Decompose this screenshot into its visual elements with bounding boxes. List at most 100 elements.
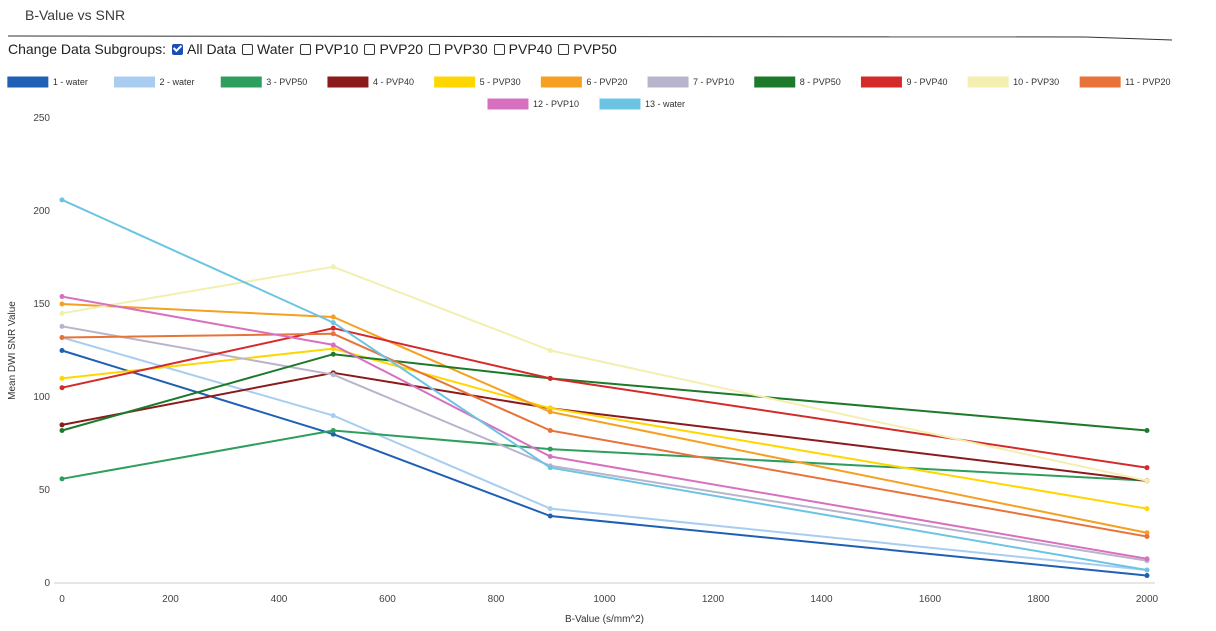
chart-title: B-Value vs SNR — [25, 7, 126, 23]
legend-swatch — [7, 76, 49, 88]
data-point[interactable] — [330, 264, 336, 270]
data-point[interactable] — [59, 310, 65, 316]
legend-item-9[interactable]: 9 - PVP40 — [860, 76, 947, 88]
x-tick-label: 1400 — [810, 594, 833, 605]
chart-axes: 0 200 400 600 800 1000 1200 1400 1600 1800 2000 0 50… — [7, 113, 1159, 625]
data-point[interactable] — [547, 427, 553, 433]
x-axis-title: B-Value (s/mm^2) — [565, 614, 644, 625]
checkbox-label: PVP10 — [314, 41, 359, 57]
subgroup-option-pvp40[interactable]: PVP40 — [493, 41, 553, 57]
subgroup-option-water[interactable]: Water — [242, 41, 294, 57]
data-point[interactable] — [547, 513, 553, 519]
data-point[interactable] — [330, 320, 336, 326]
subgroup-option-pvp50[interactable]: PVP50 — [558, 41, 617, 57]
data-point[interactable] — [59, 427, 65, 433]
data-point[interactable] — [59, 422, 65, 428]
checkbox-label: PVP40 — [508, 41, 553, 57]
series-line — [61, 336, 1148, 571]
data-point[interactable] — [547, 454, 553, 460]
legend-item-1[interactable]: 1 - water — [7, 76, 88, 88]
legend-item-2[interactable]: 2 - water — [114, 76, 195, 88]
data-point[interactable] — [1144, 530, 1150, 536]
checkbox[interactable] — [493, 43, 505, 55]
data-point[interactable] — [1144, 465, 1150, 471]
data-point[interactable] — [547, 405, 553, 411]
y-tick-label: 200 — [33, 206, 50, 217]
legend-item-12[interactable]: 12 - PVP10 — [487, 98, 579, 110]
subgroup-option-pvp10[interactable]: PVP10 — [299, 41, 359, 57]
data-point[interactable] — [547, 465, 553, 471]
data-point[interactable] — [547, 446, 553, 452]
data-point[interactable] — [330, 372, 336, 378]
legend-swatch — [327, 76, 369, 88]
legend-item-10[interactable]: 10 - PVP30 — [967, 76, 1059, 88]
data-point[interactable] — [547, 506, 553, 512]
legend-label: 5 - PVP30 — [480, 77, 521, 87]
subgroup-option-all-data[interactable]: All Data — [172, 41, 236, 57]
data-point[interactable] — [1144, 534, 1150, 539]
data-point[interactable] — [1144, 427, 1150, 433]
subgroup-option-pvp20[interactable]: PVP20 — [364, 41, 423, 57]
checkbox[interactable] — [558, 43, 570, 55]
series-line — [61, 303, 1148, 534]
data-point[interactable] — [59, 375, 65, 381]
legend-item-4[interactable]: 4 - PVP40 — [327, 76, 414, 88]
header-divider-left — [7, 35, 1086, 38]
checkbox[interactable] — [364, 43, 376, 55]
data-point[interactable] — [330, 325, 336, 331]
legend-item-11[interactable]: 11 - PVP20 — [1079, 76, 1171, 88]
x-tick-label: 1200 — [702, 594, 725, 605]
legend-item-13[interactable]: 13 - water — [599, 98, 685, 110]
checkbox[interactable] — [242, 43, 254, 55]
data-point[interactable] — [1144, 573, 1150, 579]
data-point[interactable] — [59, 301, 65, 307]
legend-item-8[interactable]: 8 - PVP50 — [754, 76, 841, 88]
data-point[interactable] — [330, 431, 336, 437]
legend-swatch — [540, 76, 582, 88]
data-point[interactable] — [59, 348, 65, 353]
legend-item-3[interactable]: 3 - PVP50 — [220, 76, 307, 88]
data-point[interactable] — [547, 348, 553, 353]
series-line — [61, 198, 1148, 571]
series-10 — [59, 264, 1150, 484]
checkbox[interactable] — [299, 43, 311, 55]
legend-item-5[interactable]: 5 - PVP30 — [434, 76, 521, 88]
data-point[interactable] — [330, 346, 336, 352]
data-point[interactable] — [330, 314, 336, 320]
legend-item-7[interactable]: 7 - PVP10 — [647, 76, 734, 88]
data-point[interactable] — [330, 413, 336, 419]
data-point[interactable] — [330, 351, 336, 357]
data-point[interactable] — [59, 294, 65, 300]
data-point[interactable] — [59, 323, 65, 329]
series-line — [61, 295, 1148, 560]
legend-swatch — [967, 76, 1009, 88]
data-point[interactable] — [1144, 506, 1150, 512]
x-tick-label: 600 — [379, 594, 396, 605]
data-point[interactable] — [547, 409, 553, 415]
series-line — [61, 429, 1148, 482]
series-8 — [59, 351, 1150, 433]
data-point[interactable] — [1144, 478, 1150, 484]
data-point[interactable] — [330, 342, 336, 348]
data-point[interactable] — [59, 197, 65, 203]
legend-swatch — [647, 76, 689, 88]
data-point[interactable] — [59, 334, 65, 340]
x-tick-label: 2000 — [1136, 594, 1159, 605]
data-point[interactable] — [1144, 567, 1150, 573]
data-point[interactable] — [330, 427, 336, 433]
checkbox[interactable] — [172, 43, 183, 55]
series-7 — [59, 323, 1150, 564]
data-point[interactable] — [59, 385, 65, 391]
checkbox-label: Water — [257, 41, 294, 57]
legend-swatch — [487, 98, 529, 110]
data-point[interactable] — [547, 375, 553, 381]
data-point[interactable] — [330, 331, 336, 337]
subgroup-option-pvp30[interactable]: PVP30 — [429, 41, 488, 57]
legend-label: 8 - PVP50 — [800, 77, 841, 87]
data-point[interactable] — [1144, 556, 1150, 562]
legend-item-6[interactable]: 6 - PVP20 — [540, 76, 627, 88]
data-point[interactable] — [59, 476, 65, 482]
legend-label: 7 - PVP10 — [693, 77, 734, 87]
checkbox[interactable] — [429, 43, 441, 55]
checkbox-label: PVP20 — [379, 41, 424, 57]
